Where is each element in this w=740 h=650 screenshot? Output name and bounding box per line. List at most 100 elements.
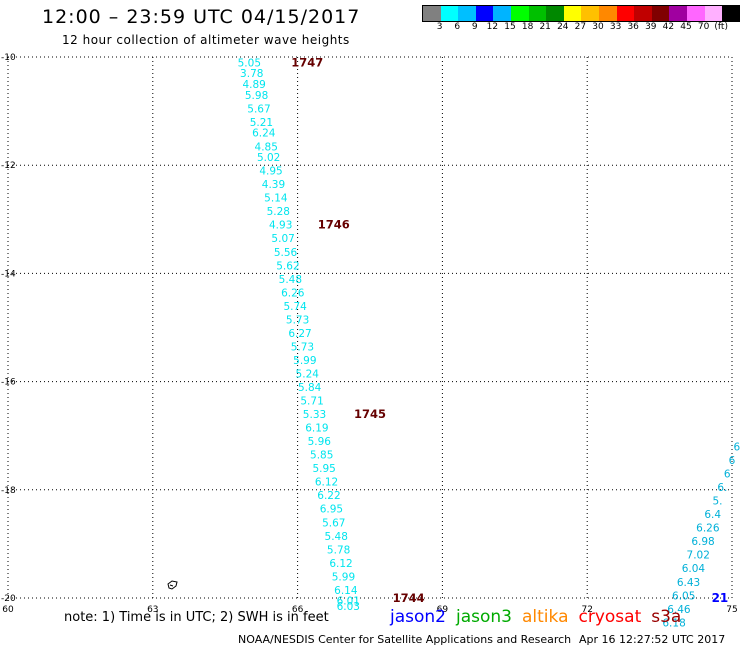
- swh-value-label: 5.48: [279, 274, 302, 286]
- swh-value-label: 6.14: [334, 585, 358, 597]
- credit-text: NOAA/NESDIS Center for Satellite Applica…: [238, 633, 572, 646]
- swh-value-label: 6.26: [281, 287, 305, 299]
- color-scale-label: 15: [504, 22, 516, 32]
- color-scale-label: 18: [521, 22, 534, 32]
- swh-value-label: 5.05: [238, 57, 261, 69]
- color-swatch: [563, 6, 582, 21]
- y-tick-label: -10: [1, 53, 16, 63]
- swh-value-label: 6.27: [288, 328, 311, 340]
- swh-value-label: 5.21: [250, 117, 273, 129]
- swh-value-label: 5.02: [257, 152, 280, 164]
- x-tick-label: 72: [581, 605, 592, 615]
- swh-value-label: 4.89: [242, 79, 265, 91]
- color-scale-label: 30: [592, 22, 604, 32]
- swh-value-label: 5.14: [264, 193, 288, 205]
- swh-value-label: 5.62: [276, 260, 299, 272]
- swh-value-label: 5.99: [293, 355, 316, 367]
- timestamp-text: Apr 16 12:27:52 UTC 2017: [579, 633, 726, 646]
- satellite-cryosat: cryosat: [578, 607, 642, 627]
- chart-title: 12:00 – 23:59 UTC 04/15/2017: [42, 6, 361, 28]
- swh-value-label: 5.71: [300, 396, 323, 408]
- x-tick-label: 60: [2, 605, 14, 615]
- y-tick-label: -20: [1, 594, 16, 604]
- color-swatch: [546, 6, 564, 21]
- swh-value-label: 5.98: [245, 90, 268, 102]
- color-scale-label: 9: [471, 22, 478, 32]
- swh-value-label: 5.24: [296, 368, 320, 380]
- swh-value-label: 5.28: [267, 206, 290, 218]
- color-scale-label: 24: [557, 22, 569, 32]
- color-scale-label: 42: [662, 22, 675, 32]
- swh-value-label: 5.78: [327, 544, 350, 556]
- color-swatch: [722, 6, 740, 21]
- y-tick-label: -12: [1, 161, 16, 171]
- color-swatch: [634, 6, 652, 21]
- swh-value-label: 6.95: [320, 504, 343, 516]
- swh-value-label: 5.33: [303, 409, 326, 421]
- swh-value-label: 6.4: [704, 509, 721, 521]
- chart-subtitle: 12 hour collection of altimeter wave hei…: [62, 33, 350, 47]
- swh-value-label: 5.95: [312, 463, 335, 475]
- swh-value-label: 5.73: [291, 341, 314, 353]
- swh-value-label: 6.12: [329, 558, 352, 570]
- y-tick-label: -14: [1, 269, 16, 279]
- color-swatch: [651, 6, 670, 21]
- swh-value-label: 4.85: [255, 141, 278, 153]
- color-swatch: [704, 6, 723, 21]
- color-scale-label: 39: [645, 22, 657, 32]
- swh-value-label: 3.78: [240, 68, 263, 80]
- color-swatch: [458, 6, 476, 21]
- swh-value-label: 5.73: [286, 314, 309, 326]
- color-scale-label: 3: [436, 22, 443, 32]
- color-scale-label: 33: [609, 22, 622, 32]
- swh-value-label: 5.84: [298, 382, 322, 394]
- x-tick-label: 66: [292, 605, 304, 615]
- color-swatch: [581, 6, 599, 21]
- swh-value-label: 6.18: [662, 617, 685, 629]
- color-scale-label: 12: [486, 22, 499, 32]
- swh-value-label: 5.07: [271, 233, 294, 245]
- swh-value-label: 5.48: [325, 531, 348, 543]
- swh-value-label: 4.95: [259, 166, 282, 178]
- pass-time-label: 1744: [393, 591, 425, 605]
- swh-value-label: 6: [729, 455, 736, 467]
- color-swatch: [440, 6, 459, 21]
- swh-value-label: 5.99: [332, 571, 355, 583]
- swh-value-label: 5.: [713, 496, 723, 508]
- color-scale-label: 45: [680, 22, 692, 32]
- swh-value-label: 6.05: [672, 590, 695, 602]
- note-text: note: 1) Time is in UTC; 2) SWH is in fe…: [64, 610, 329, 625]
- pass-time-label: 1747: [291, 55, 323, 69]
- color-scale-label: 6: [454, 22, 461, 32]
- swh-value-label: 6.04: [682, 563, 706, 575]
- satellite-legend: jason2 jason3 altika cryosat s3a: [390, 607, 691, 627]
- swh-value-label: 6.24: [252, 128, 276, 140]
- color-scale-label: 21: [539, 22, 551, 32]
- color-swatch: [475, 6, 494, 21]
- color-swatch: [528, 6, 547, 21]
- pass-time-label: 21: [712, 591, 729, 605]
- swh-value-label: 6.22: [317, 490, 340, 502]
- swh-value-label: 6.98: [691, 536, 714, 548]
- swh-value-label: 6: [724, 469, 731, 481]
- swh-value-label: 6.03: [337, 601, 360, 613]
- swh-value-label: 4.93: [269, 220, 292, 232]
- swh-value-label: 6.01: [337, 596, 360, 608]
- color-swatch: [616, 6, 635, 21]
- color-swatch: [423, 6, 441, 21]
- satellite-jason3: jason3: [456, 607, 512, 627]
- swh-value-label: 7.02: [687, 550, 710, 562]
- color-scale-label: 70: [697, 22, 710, 32]
- swh-value-label: 6.12: [315, 477, 338, 489]
- color-scale-bar: [422, 5, 740, 22]
- color-scale-label: 27: [574, 22, 587, 32]
- satellite-altika: altika: [522, 607, 569, 627]
- y-tick-label: -16: [1, 378, 16, 388]
- color-swatch: [686, 6, 705, 21]
- color-swatch: [510, 6, 529, 21]
- color-scale-label: 36: [627, 22, 639, 32]
- swh-value-label: 6.46: [667, 604, 691, 616]
- x-tick-label: 75: [726, 605, 737, 615]
- pass-time-label: 1745: [354, 407, 386, 421]
